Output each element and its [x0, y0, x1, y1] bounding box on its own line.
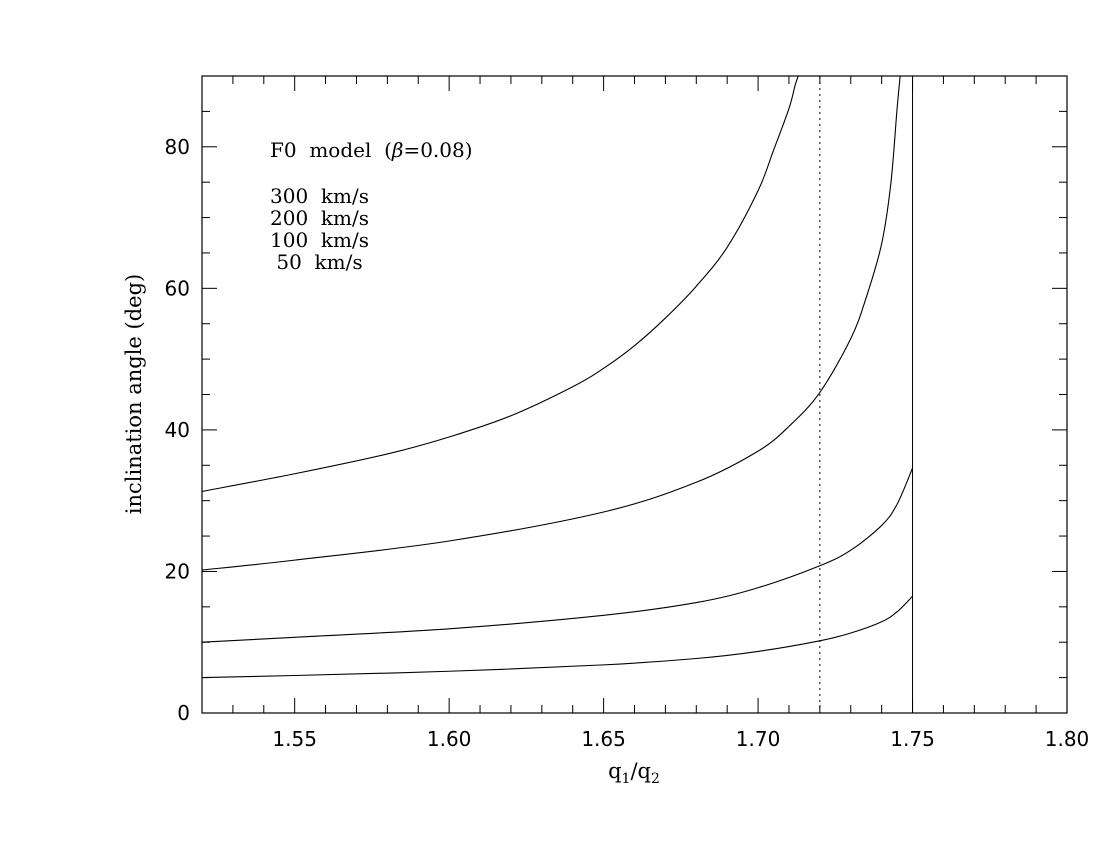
y-tick-label: 20: [165, 559, 190, 583]
x-tick-label: 1.75: [890, 727, 935, 751]
x-tick-label: 1.65: [581, 727, 626, 751]
y-tick-label: 40: [165, 418, 190, 442]
axis-ticks: [201, 75, 1068, 714]
x-axis-label: q1/q2: [608, 759, 660, 787]
legend-line-300: 300 km/s: [270, 184, 369, 208]
model-annotation: F0 model (β=0.08): [270, 138, 473, 162]
legend-line-200: 200 km/s: [270, 206, 369, 230]
curve-100-kms: [201, 467, 914, 643]
x-label-sub1: 2: [651, 771, 660, 787]
y-tick-label: 60: [165, 276, 190, 300]
velocity-legend: 300 km/s 200 km/s 100 km/s 50 km/s: [270, 184, 369, 274]
curve-200-kms: [201, 75, 901, 571]
beta-symbol: β: [391, 138, 404, 162]
y-tick-label: 80: [165, 135, 190, 159]
x-label-q2: q: [608, 759, 621, 783]
curve-50-kms: [201, 595, 913, 679]
x-label-q1: q: [638, 759, 651, 783]
x-tick-label: 1.60: [427, 727, 472, 751]
x-tick-label: 1.70: [736, 727, 781, 751]
annotation-prefix: F0 model (: [270, 138, 392, 162]
x-tick-label: 1.80: [1045, 727, 1090, 751]
plot-frame: [201, 75, 1068, 714]
x-label-slash: /: [630, 759, 638, 783]
y-tick-label: 0: [177, 701, 190, 725]
curves: [201, 75, 914, 679]
x-tick-label: 1.55: [272, 727, 317, 751]
legend-line-100: 100 km/s: [270, 228, 369, 252]
y-axis-label: inclination angle (deg): [122, 274, 146, 515]
x-label-sub2: 1: [622, 771, 631, 787]
annotation-suffix: =0.08): [403, 138, 472, 162]
axis-tick-labels: 1.55 1.60 1.65 1.70 1.75 1.80 0 20 40 60 80: [165, 135, 1090, 751]
curve-300-kms: [201, 75, 799, 493]
legend-line-50: 50 km/s: [270, 250, 363, 274]
vertical-reference-lines: [819, 76, 914, 713]
